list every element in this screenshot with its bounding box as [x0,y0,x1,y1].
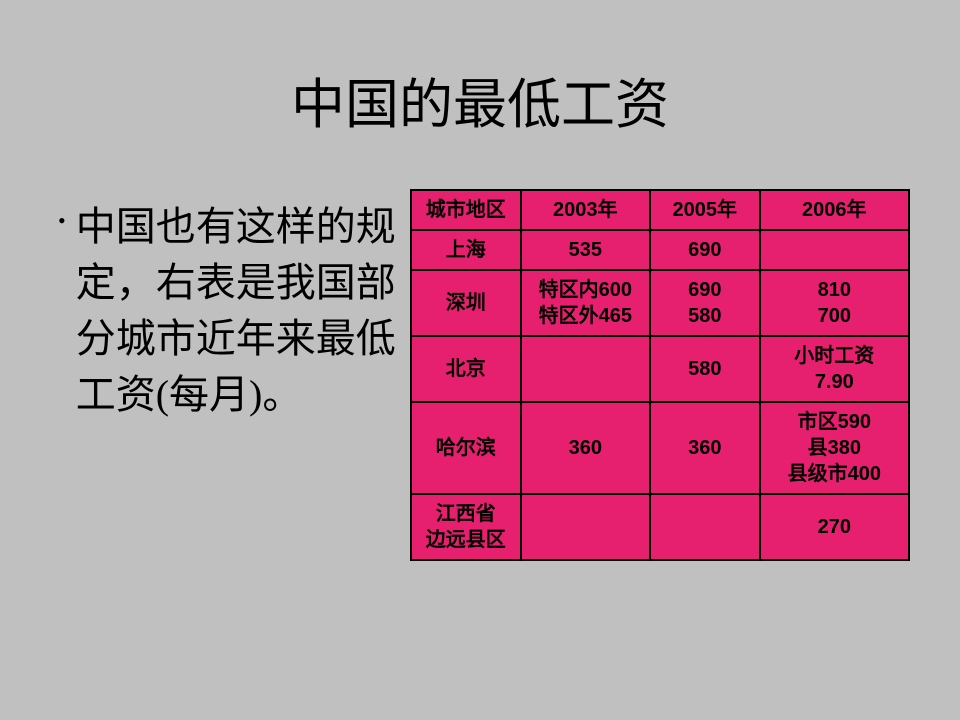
cell: 上海 [411,230,521,270]
table-row: 哈尔滨 360 360 市区590县380县级市400 [411,402,909,494]
cell [650,494,760,560]
cell: 特区内600特区外465 [521,270,650,336]
cell: 深圳 [411,270,521,336]
cell: 北京 [411,336,521,402]
cell [521,494,650,560]
table-body: 城市地区 2003年 2005年 2006年 上海 535 690 深圳 特区内… [411,190,909,560]
cell: 535 [521,230,650,270]
cell: 690580 [650,270,760,336]
cell: 360 [650,402,760,494]
bullet-text: 中国也有这样的规定，右表是我国部分城市近年来最低工资(每月)。 [76,199,410,423]
bullet-item: • 中国也有这样的规定，右表是我国部分城市近年来最低工资(每月)。 [50,199,410,423]
minimum-wage-table: 城市地区 2003年 2005年 2006年 上海 535 690 深圳 特区内… [410,189,910,561]
cell: 2005年 [650,190,760,230]
slide: 中国的最低工资 • 中国也有这样的规定，右表是我国部分城市近年来最低工资(每月)… [0,0,960,720]
table-row: 江西省边远县区 270 [411,494,909,560]
table-row: 深圳 特区内600特区外465 690580 810700 [411,270,909,336]
table-row: 城市地区 2003年 2005年 2006年 [411,190,909,230]
table-row: 上海 535 690 [411,230,909,270]
bullet-block: • 中国也有这样的规定，右表是我国部分城市近年来最低工资(每月)。 [50,189,410,561]
cell: 580 [650,336,760,402]
cell: 360 [521,402,650,494]
cell: 哈尔滨 [411,402,521,494]
bullet-dot-icon: • [58,199,66,243]
cell: 江西省边远县区 [411,494,521,560]
cell: 2003年 [521,190,650,230]
cell: 2006年 [760,190,909,230]
cell: 270 [760,494,909,560]
cell [521,336,650,402]
cell [760,230,909,270]
table-wrap: 城市地区 2003年 2005年 2006年 上海 535 690 深圳 特区内… [410,189,930,561]
cell: 690 [650,230,760,270]
page-title: 中国的最低工资 [0,60,960,139]
table-row: 北京 580 小时工资7.90 [411,336,909,402]
content-row: • 中国也有这样的规定，右表是我国部分城市近年来最低工资(每月)。 城市地区 2… [0,189,960,561]
cell: 市区590县380县级市400 [760,402,909,494]
cell: 810700 [760,270,909,336]
cell: 小时工资7.90 [760,336,909,402]
cell: 城市地区 [411,190,521,230]
